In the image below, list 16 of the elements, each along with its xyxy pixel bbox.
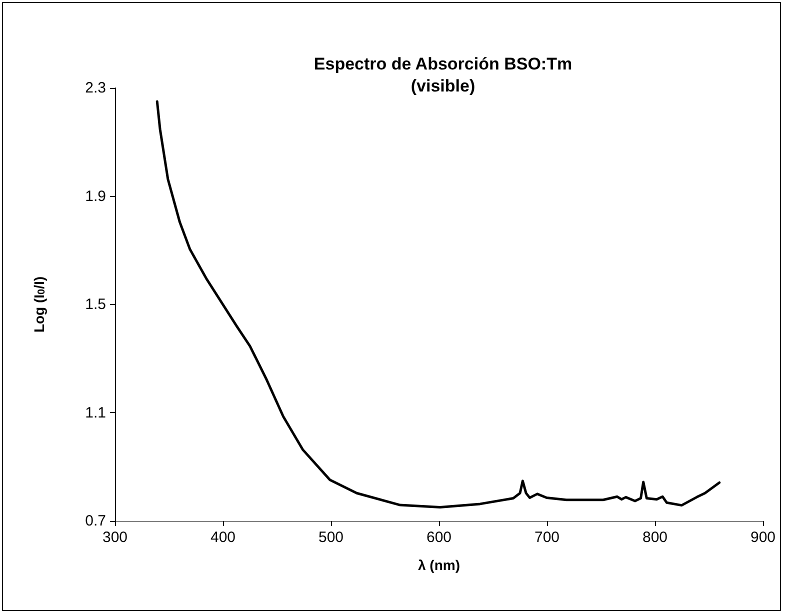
line-series [156, 100, 721, 508]
x-axis-title: λ (nm) [418, 557, 460, 573]
x-tick-label: 300 [102, 529, 128, 546]
y-tick-label: 2.3 [85, 80, 106, 96]
x-tick-label: 400 [210, 529, 236, 546]
y-tick-label: 0.7 [85, 512, 106, 530]
x-tick-label: 500 [318, 529, 344, 546]
chart-title: Espectro de Absorción BSO:Tm (visible) [314, 54, 572, 96]
y-axis-title: Log (I0/I) [31, 276, 48, 333]
x-tick-label: 700 [534, 529, 560, 546]
y-tick-label: 1.1 [85, 404, 106, 422]
y-tick-label: 1.5 [85, 296, 106, 313]
x-tick-label: 800 [642, 529, 668, 546]
y-tick-label: 1.9 [85, 188, 106, 205]
x-tick-label: 900 [750, 529, 776, 546]
x-tick-label: 600 [426, 529, 452, 546]
